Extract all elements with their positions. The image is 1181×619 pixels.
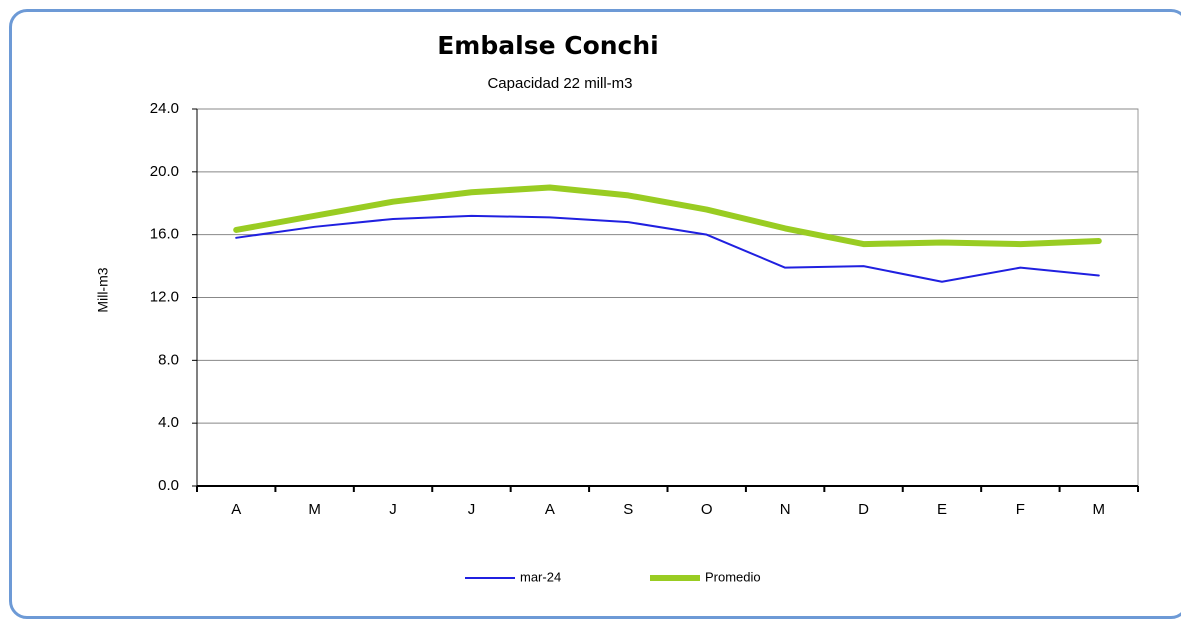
y-tick-label: 8.0: [158, 351, 179, 368]
x-tick-label: N: [780, 501, 791, 518]
x-tick-label: A: [545, 501, 555, 518]
data-line: [233, 184, 1102, 248]
y-tick-label: 12.0: [150, 288, 179, 305]
y-tick-label: 24.0: [150, 100, 179, 117]
page: {"chart_data": {"type": "line", "title":…: [9, 9, 1181, 619]
x-tick-label: J: [389, 501, 397, 518]
x-tick-label: M: [308, 501, 321, 518]
y-tick-label: 0.0: [158, 477, 179, 494]
x-tick-label: O: [701, 501, 713, 518]
chart-subtitle: Capacidad 22 mill-m3: [487, 75, 632, 92]
legend-label: mar-24: [520, 569, 561, 584]
chart-title: Embalse Conchi: [437, 31, 659, 60]
data-line: [235, 214, 1100, 283]
y-tick-label: 16.0: [150, 226, 179, 243]
x-tick-label: A: [231, 501, 241, 518]
x-tick-label: M: [1093, 501, 1106, 518]
legend-label: Promedio: [705, 569, 761, 584]
x-tick-label: F: [1016, 501, 1025, 518]
x-tick-label: J: [468, 501, 476, 518]
y-axis-label: Mill-m3: [95, 267, 111, 312]
x-tick-label: D: [858, 501, 869, 518]
chart: Embalse Conchi Capacidad 22 mill-m3 Mill…: [95, 31, 1139, 584]
y-tick-label: 4.0: [158, 414, 179, 431]
x-tick-label: S: [623, 501, 633, 518]
x-tick-label: E: [937, 501, 947, 518]
y-tick-label: 20.0: [150, 163, 179, 180]
